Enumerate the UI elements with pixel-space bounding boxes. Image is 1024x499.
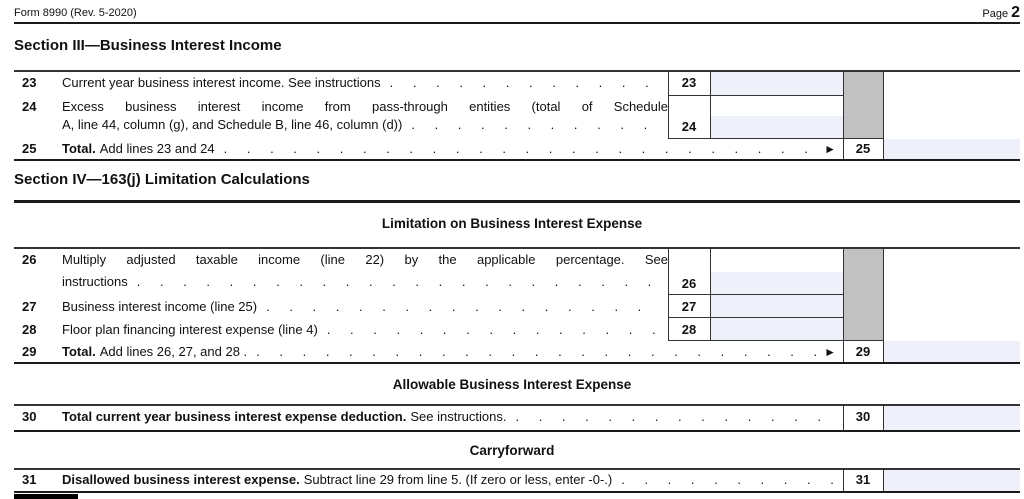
table2-divider [668, 294, 843, 295]
line23-number: 23 [22, 75, 37, 90]
line28-number: 28 [22, 322, 37, 337]
line28-description: Floor plan financing interest expense (l… [62, 322, 662, 338]
table4-border [843, 468, 844, 491]
dot-leader: . . . . . . . . . . . . . . . . . . . . … [411, 117, 668, 132]
table1-top-border [14, 70, 1020, 72]
line30-box-label: 30 [855, 409, 871, 424]
dot-leader: . . . . . . . . . . . . . . . . . . . . … [389, 75, 662, 90]
dot-leader: . . . . . . . . . . . . . . . . . . . . … [136, 274, 662, 289]
line26-number: 26 [22, 252, 37, 267]
table3-top-border [14, 404, 1020, 406]
line27-description: Business interest income (line 25) . . .… [62, 299, 662, 315]
header-rule [14, 22, 1020, 24]
table3-border [883, 404, 884, 430]
subheading-limitation: Limitation on Business Interest Expense [381, 216, 643, 231]
table1-divider [668, 95, 843, 96]
table1-border [668, 70, 669, 139]
shaded-cell-23-24 [844, 72, 883, 138]
line24-description-line2: A, line 44, column (g), and Schedule B, … [62, 117, 668, 133]
dot-leader: . . . . . . . . . . . . . . . . . . . . … [256, 344, 818, 359]
table4-bottom-border [14, 491, 1020, 493]
line27-box-label: 27 [681, 299, 697, 314]
table1-border [883, 70, 884, 159]
line29-box-label: 29 [855, 344, 871, 359]
line31-number: 31 [22, 472, 37, 487]
line24-description-line1: Excess business interest income from pas… [62, 99, 668, 114]
entry-field-line31[interactable] [884, 470, 1020, 491]
line31-box-label: 31 [855, 472, 871, 487]
line25-box-label: 25 [855, 141, 871, 156]
dot-leader: . . . . . . . . . . . . . . . . . . . . … [326, 322, 662, 337]
table4-top-border [14, 468, 1020, 470]
line27-number: 27 [22, 299, 37, 314]
table1-border [843, 70, 844, 159]
dot-leader: . . . . . . . . . . . . . . . . . . . . … [621, 472, 836, 487]
line29-number: 29 [22, 344, 37, 359]
page-indicator: Page 2 [982, 4, 1020, 22]
dot-leader: . . . . . . . . . . . . . . . . . . . . … [223, 141, 818, 156]
shaded-cell-26-28 [844, 249, 883, 340]
line23-description: Current year business interest income. S… [62, 75, 662, 91]
line24-box-label: 24 [681, 119, 697, 134]
table4-border [883, 468, 884, 491]
entry-field-line26[interactable] [711, 272, 843, 294]
total-arrow-icon: ► [824, 345, 836, 359]
table1-bottom-border [14, 159, 1020, 161]
table2-bottom-border [14, 362, 1020, 364]
table2-divider [668, 340, 883, 341]
dot-leader: . . . . . . . . . . . . . . . . . . . . … [266, 299, 662, 314]
total-arrow-icon: ► [824, 142, 836, 156]
section3-title: Section III—Business Interest Income [14, 37, 282, 54]
table2-border [843, 247, 844, 362]
page-number: 2 [1011, 4, 1020, 21]
table1-border [710, 70, 711, 139]
table3-border [843, 404, 844, 430]
table3-bottom-border [14, 430, 1020, 432]
line26-box-label: 26 [681, 276, 697, 291]
dot-leader: . . . . . . . . . . . . . . . . . . . . … [515, 409, 836, 424]
line29-description: Total. Add lines 26, 27, and 28 . . . . … [62, 344, 836, 359]
entry-field-line23[interactable] [711, 72, 843, 95]
table2-divider [668, 317, 843, 318]
entry-field-line27[interactable] [711, 295, 843, 317]
subheading-allowable: Allowable Business Interest Expense [392, 377, 632, 392]
table2-top-border [14, 247, 1020, 249]
line26-description-line1: Multiply adjusted taxable income (line 2… [62, 252, 668, 267]
line25-description: Total. Add lines 23 and 24 . . . . . . .… [62, 141, 836, 156]
table2-border [883, 247, 884, 362]
entry-field-line29[interactable] [884, 341, 1020, 362]
next-row-edge [14, 494, 78, 499]
line28-box-label: 28 [681, 322, 697, 337]
entry-field-line25[interactable] [884, 139, 1020, 159]
line30-description: Total current year business interest exp… [62, 409, 836, 425]
section4-rule [14, 200, 1020, 203]
line23-box-label: 23 [681, 75, 697, 90]
line31-description: Disallowed business interest expense. Su… [62, 472, 836, 488]
line26-description-line2: instructions . . . . . . . . . . . . . .… [62, 274, 662, 290]
entry-field-line30[interactable] [884, 406, 1020, 430]
subheading-carryforward: Carryforward [469, 443, 555, 458]
page-label: Page [982, 8, 1009, 20]
entry-field-line28[interactable] [711, 318, 843, 340]
line25-number: 25 [22, 141, 37, 156]
entry-field-line24[interactable] [711, 116, 843, 138]
table1-divider [668, 138, 883, 139]
line24-number: 24 [22, 99, 37, 114]
section4-title: Section IV—163(j) Limitation Calculation… [14, 171, 310, 188]
form-id: Form 8990 (Rev. 5-2020) [14, 7, 137, 19]
line30-number: 30 [22, 409, 37, 424]
